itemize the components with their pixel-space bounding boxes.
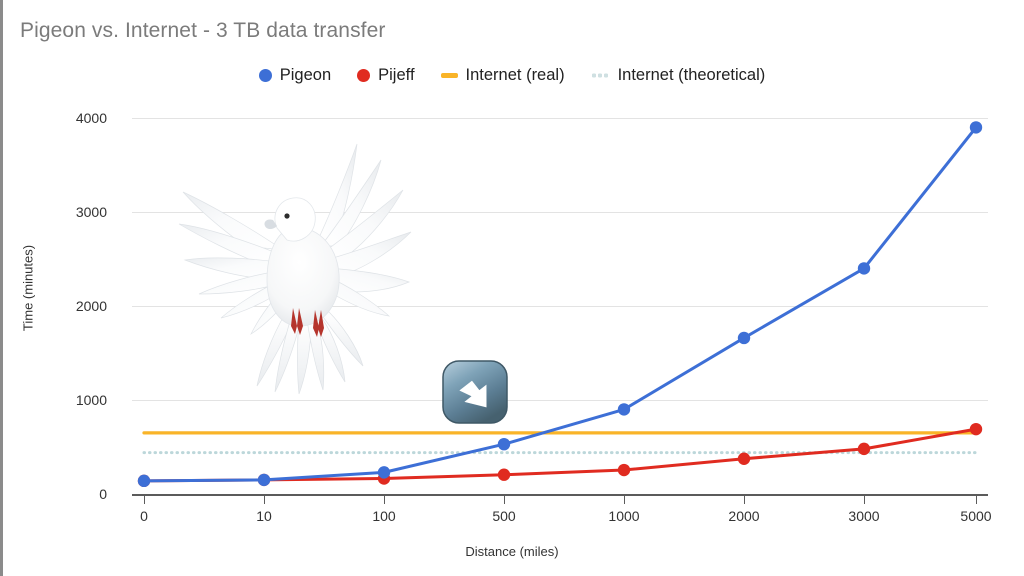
data-point[interactable] <box>737 331 751 345</box>
gridline-2000 <box>132 306 988 307</box>
chart-legend: Pigeon Pijeff Internet (real) Internet (… <box>0 66 1024 85</box>
legend-item-internet-theoretical[interactable]: Internet (theoretical) <box>590 66 766 85</box>
legend-label: Internet (theoretical) <box>617 66 766 84</box>
data-point[interactable] <box>969 422 983 436</box>
x-tick-label: 1000 <box>608 508 640 524</box>
chart-title: Pigeon vs. Internet - 3 TB data transfer <box>20 19 386 42</box>
legend-swatch-circle-icon <box>357 69 371 82</box>
x-tick-label: 0 <box>140 508 148 524</box>
legend-item-internet-real[interactable]: Internet (real) <box>440 66 565 85</box>
x-tick-label: 3000 <box>848 508 880 524</box>
x-tick-mark <box>744 495 745 504</box>
x-tick-mark <box>976 495 977 504</box>
x-tick-mark <box>864 495 865 504</box>
y-tick-label: 3000 <box>75 204 107 220</box>
data-point[interactable] <box>857 262 871 275</box>
data-point[interactable] <box>137 474 151 488</box>
x-tick-mark <box>504 495 505 504</box>
gridline-4000 <box>132 118 988 119</box>
x-tick-label: 100 <box>372 508 396 524</box>
legend-swatch-dotted-icon <box>590 73 610 78</box>
x-axis-title: Distance (miles) <box>465 544 559 559</box>
x-tick-mark <box>384 495 385 504</box>
gridline-1000 <box>132 400 988 401</box>
data-point[interactable] <box>737 452 751 465</box>
legend-label: Pigeon <box>279 66 332 84</box>
series-pigeon <box>137 121 983 488</box>
data-point[interactable] <box>617 463 631 477</box>
data-point[interactable] <box>857 442 871 456</box>
y-tick-label: 0 <box>99 486 107 502</box>
x-tick-label: 500 <box>492 508 516 524</box>
y-tick-label: 2000 <box>75 298 107 314</box>
gridline-3000 <box>132 212 988 213</box>
download-arrow-icon[interactable] <box>438 358 516 430</box>
x-tick-label: 5000 <box>960 508 992 524</box>
x-axis-line <box>132 494 988 496</box>
data-point[interactable] <box>617 403 631 416</box>
legend-swatch-circle-icon <box>258 69 272 82</box>
data-point[interactable] <box>969 121 983 134</box>
y-tick-label: 1000 <box>75 392 107 408</box>
legend-item-pijeff[interactable]: Pijeff <box>357 66 415 85</box>
x-tick-mark <box>264 495 265 504</box>
data-point[interactable] <box>377 466 391 479</box>
legend-label: Internet (real) <box>465 66 565 84</box>
legend-swatch-line-icon <box>440 73 458 78</box>
x-tick-label: 2000 <box>728 508 760 524</box>
legend-label: Pijeff <box>378 66 415 84</box>
x-tick-label: 10 <box>256 508 272 524</box>
pigeon-eye <box>284 213 290 219</box>
data-point[interactable] <box>257 473 271 487</box>
data-point[interactable] <box>497 468 511 481</box>
legend-item-pigeon[interactable]: Pigeon <box>258 66 332 85</box>
x-tick-mark <box>144 495 145 504</box>
data-point[interactable] <box>497 437 511 451</box>
pigeon-photo <box>178 143 412 395</box>
left-border-strip <box>0 0 3 576</box>
x-tick-mark <box>624 495 625 504</box>
left-border-gap <box>3 0 6 576</box>
y-tick-label: 4000 <box>75 110 107 126</box>
